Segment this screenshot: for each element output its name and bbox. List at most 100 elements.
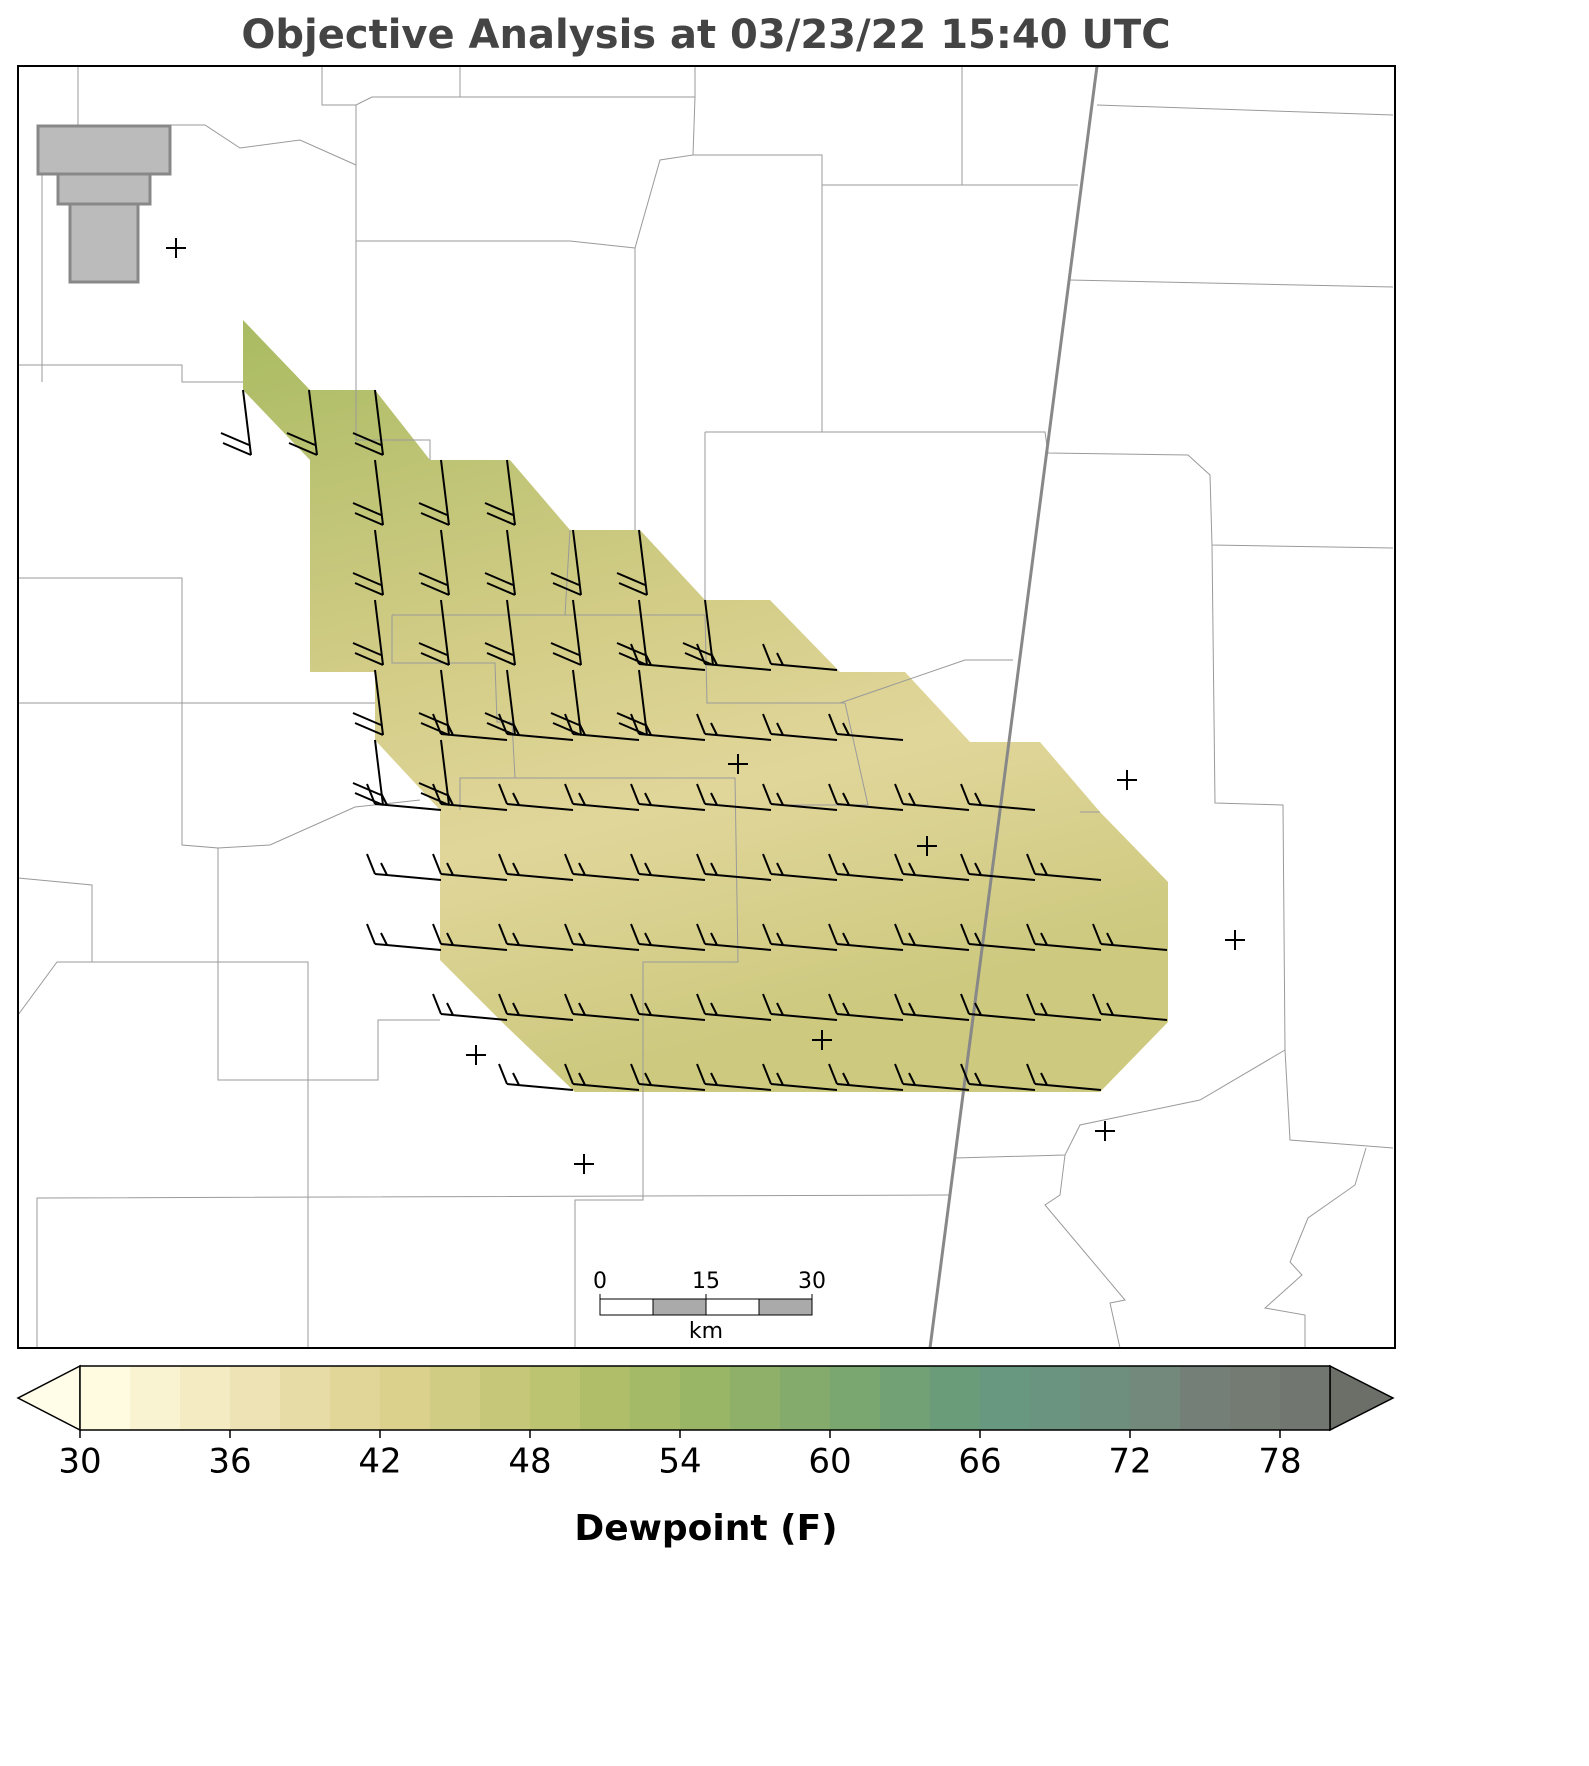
colorbar-tick-label: 48 [508, 1442, 551, 1482]
wind-barb [762, 783, 838, 811]
wind-barb [696, 1063, 772, 1091]
station-marker [1225, 930, 1245, 950]
wind-barbs [220, 389, 1168, 1091]
colorbar-bin [1080, 1366, 1131, 1430]
dewpoint-field [243, 320, 1168, 1092]
scale-tick-label: 30 [798, 1269, 826, 1294]
wind-barb [828, 713, 904, 741]
wind-barb [762, 993, 838, 1021]
colorbar-bin [430, 1366, 481, 1430]
wind-barb [762, 643, 838, 671]
station-markers [166, 238, 1245, 1174]
colorbar-bin [530, 1366, 581, 1430]
wind-barb [418, 459, 450, 526]
wind-barb [564, 713, 640, 741]
colorbar-bin [1130, 1366, 1181, 1430]
wind-barb [960, 923, 1036, 951]
wind-barb [366, 923, 442, 951]
wind-barb [894, 853, 970, 881]
wind-barb [432, 993, 508, 1021]
wind-barb [894, 783, 970, 811]
colorbar-bin [580, 1366, 631, 1430]
wind-barb [828, 853, 904, 881]
colorbar-tick-label: 78 [1258, 1442, 1301, 1482]
wind-barb [564, 853, 640, 881]
wind-barb [366, 783, 442, 811]
wind-barb [630, 643, 706, 671]
scale-segment [599, 1298, 654, 1316]
colorbar: Dewpoint (F) 30 36 42 48 54 60 66 72 78 [16, 1364, 1395, 1549]
colorbar-bin [380, 1366, 431, 1430]
wind-barb [498, 923, 574, 951]
wind-barb [1026, 853, 1102, 881]
wind-barb [762, 1063, 838, 1091]
wind-barb [432, 923, 508, 951]
scale-bar: km 0 15 30 [593, 1269, 826, 1344]
wind-barb [498, 853, 574, 881]
wind-barb [352, 599, 384, 666]
colorbar-tick-label: 42 [358, 1442, 401, 1482]
colorbar-bin [180, 1366, 231, 1430]
station-marker [728, 754, 748, 774]
colorbar-bin [880, 1366, 931, 1430]
wind-barb [828, 993, 904, 1021]
wind-barb [1026, 923, 1102, 951]
wind-barb [352, 389, 384, 456]
wind-barb [1026, 1063, 1102, 1091]
colorbar-label: Dewpoint (F) [574, 1508, 837, 1549]
colorbar-bin [930, 1366, 981, 1430]
wind-barb [762, 713, 838, 741]
wind-barb [484, 459, 516, 526]
wind-barb [630, 923, 706, 951]
wind-barb [418, 529, 450, 596]
wind-barb [616, 529, 648, 596]
wind-barb [286, 389, 318, 456]
station-marker [466, 1045, 486, 1065]
wind-barb [696, 993, 772, 1021]
wind-barb [630, 993, 706, 1021]
wind-barb [418, 599, 450, 666]
wind-barb [498, 713, 574, 741]
wind-barb [550, 529, 582, 596]
wind-barb [352, 529, 384, 596]
wind-barb [894, 923, 970, 951]
colorbar-tick-label: 30 [58, 1442, 101, 1482]
colorbar-bin [780, 1366, 831, 1430]
station-marker [1095, 1121, 1115, 1141]
wind-barb [762, 923, 838, 951]
wind-barb [894, 993, 970, 1021]
wind-barb [828, 1063, 904, 1091]
colorbar-bin [730, 1366, 781, 1430]
wind-barb [960, 993, 1036, 1021]
colorbar-bin [1180, 1366, 1231, 1430]
wind-barb [696, 783, 772, 811]
wind-barb [498, 993, 574, 1021]
wind-barb [564, 923, 640, 951]
colorbar-frame [79, 1365, 1331, 1431]
wind-barb [1092, 993, 1168, 1021]
wind-barb [498, 1063, 574, 1091]
title: Objective Analysis at 03/23/22 15:40 UTC [241, 12, 1170, 58]
county-lines [17, 66, 1394, 1349]
station-marker [812, 1030, 832, 1050]
scale-tick-label: 0 [593, 1269, 607, 1294]
wind-barb [630, 853, 706, 881]
colorbar-bin [830, 1366, 881, 1430]
wind-barb [564, 1063, 640, 1091]
map: km 0 15 30 [17, 65, 1396, 1349]
colorbar-bin [630, 1366, 681, 1430]
scale-unit: km [689, 1319, 723, 1344]
wind-barb [484, 599, 516, 666]
state-border [928, 65, 1099, 1349]
colorbar-bin [330, 1366, 381, 1430]
wind-barb [894, 1063, 970, 1091]
colorbar-tick-label: 36 [208, 1442, 251, 1482]
colorbar-tick-label: 54 [658, 1442, 701, 1482]
wind-barb [432, 853, 508, 881]
wind-barb [550, 599, 582, 666]
colorbar-bin [1030, 1366, 1081, 1430]
wind-barb [366, 853, 442, 881]
map-frame [17, 65, 1396, 1349]
colorbar-bin [1280, 1366, 1331, 1430]
colorbar-bin [80, 1366, 131, 1430]
